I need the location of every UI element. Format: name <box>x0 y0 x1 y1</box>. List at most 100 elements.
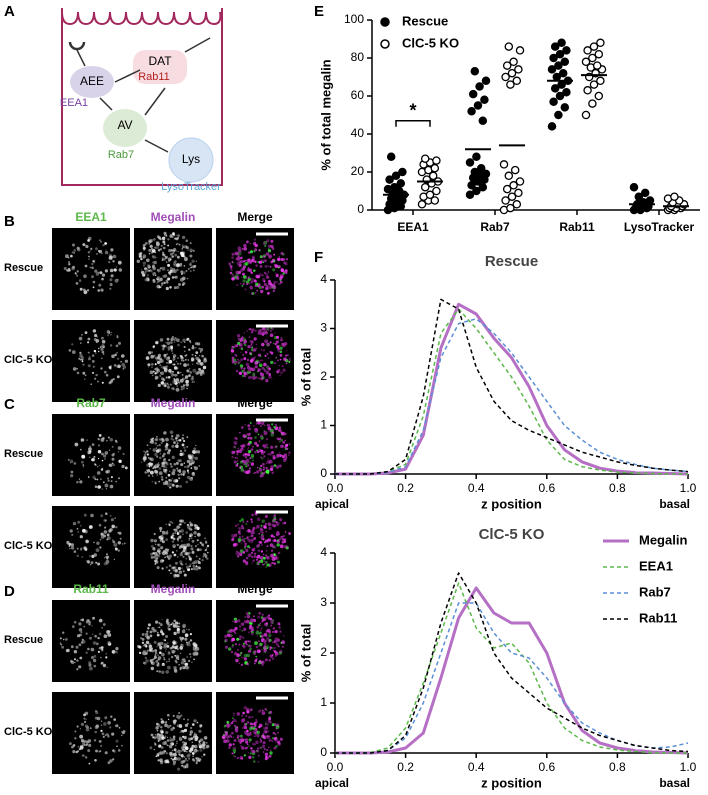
y-tick-label: 3 <box>320 321 327 335</box>
speckle <box>231 252 235 256</box>
speckle <box>87 647 90 651</box>
speckle <box>249 461 251 464</box>
speckle <box>92 280 96 284</box>
micrograph-background <box>52 692 130 774</box>
line-series <box>335 318 689 475</box>
data-point <box>594 91 604 101</box>
speckle <box>98 740 102 743</box>
speckle <box>169 554 172 558</box>
speckle <box>142 254 147 258</box>
speckle <box>156 276 160 280</box>
speckle <box>156 282 158 284</box>
speckle <box>148 269 151 272</box>
speckle <box>161 567 164 570</box>
data-point <box>385 175 394 184</box>
speckle <box>237 738 239 740</box>
speckle <box>163 281 166 284</box>
speckle <box>97 380 99 383</box>
speckle <box>281 645 284 648</box>
speckle <box>158 626 161 629</box>
speckle <box>183 628 185 631</box>
speckle <box>144 635 147 638</box>
speckle <box>80 438 85 442</box>
speckle <box>271 286 275 290</box>
speckle <box>245 548 249 553</box>
speckle <box>264 726 269 730</box>
speckle <box>161 283 163 285</box>
speckle <box>252 726 256 730</box>
speckle <box>264 522 267 526</box>
speckle <box>280 339 282 342</box>
speckle <box>172 336 174 338</box>
speckle <box>159 526 163 531</box>
speckle <box>175 569 178 572</box>
speckle <box>148 248 152 252</box>
speckle <box>183 449 187 452</box>
speckle <box>71 251 75 254</box>
speckle <box>250 424 252 426</box>
speckle <box>154 466 157 468</box>
speckle <box>247 442 251 446</box>
speckle <box>84 755 86 757</box>
speckle <box>191 462 194 465</box>
speckle <box>178 663 181 666</box>
speckle <box>154 481 157 484</box>
y-tick-label: 0 <box>320 466 327 480</box>
data-point <box>417 200 427 209</box>
speckle <box>253 537 257 540</box>
speckle <box>158 286 161 289</box>
speckle <box>182 555 185 558</box>
speckle <box>154 437 159 442</box>
speckle <box>87 476 90 478</box>
speckle <box>274 655 277 657</box>
speckle <box>261 366 265 370</box>
data-point <box>507 192 517 201</box>
speckle <box>181 359 183 362</box>
speckle <box>84 378 86 380</box>
speckle <box>239 520 242 523</box>
speckle <box>140 461 143 463</box>
speckle <box>285 271 288 275</box>
significance-bracket <box>395 119 431 127</box>
speckle <box>73 620 77 624</box>
y-tick-label: 4 <box>320 272 327 286</box>
speckle <box>176 268 179 272</box>
speckle <box>189 248 193 252</box>
speckle <box>186 446 189 448</box>
speckle <box>270 534 273 537</box>
speckle <box>231 256 234 260</box>
speckle <box>251 628 254 632</box>
speckle <box>265 272 269 276</box>
speckle <box>66 540 70 545</box>
speckle <box>78 748 81 751</box>
speckle <box>115 480 118 483</box>
speckle <box>117 446 122 450</box>
speckle <box>203 753 206 756</box>
speckle <box>183 466 186 468</box>
speckle <box>102 663 107 668</box>
data-point <box>499 160 509 169</box>
speckle <box>259 265 263 268</box>
speckle <box>164 382 167 385</box>
speckle <box>111 268 113 271</box>
speckle <box>78 628 83 632</box>
speckle <box>272 471 275 473</box>
speckle <box>150 238 154 243</box>
speckle <box>150 351 154 354</box>
speckle <box>91 360 95 363</box>
legend-label: Megalin <box>639 532 687 547</box>
speckle <box>176 263 180 267</box>
data-point <box>557 38 566 48</box>
speckle <box>104 734 107 736</box>
speckle <box>72 750 76 754</box>
row-label: Rescue <box>4 262 43 274</box>
speckle <box>259 540 263 544</box>
speckle <box>264 339 268 344</box>
speckle <box>176 532 180 535</box>
speckle <box>171 534 174 537</box>
speckle <box>236 450 239 453</box>
speckle <box>188 268 190 270</box>
x-tick-label: Rab11 <box>559 220 595 234</box>
speckle <box>173 761 176 765</box>
speckle <box>140 256 142 258</box>
